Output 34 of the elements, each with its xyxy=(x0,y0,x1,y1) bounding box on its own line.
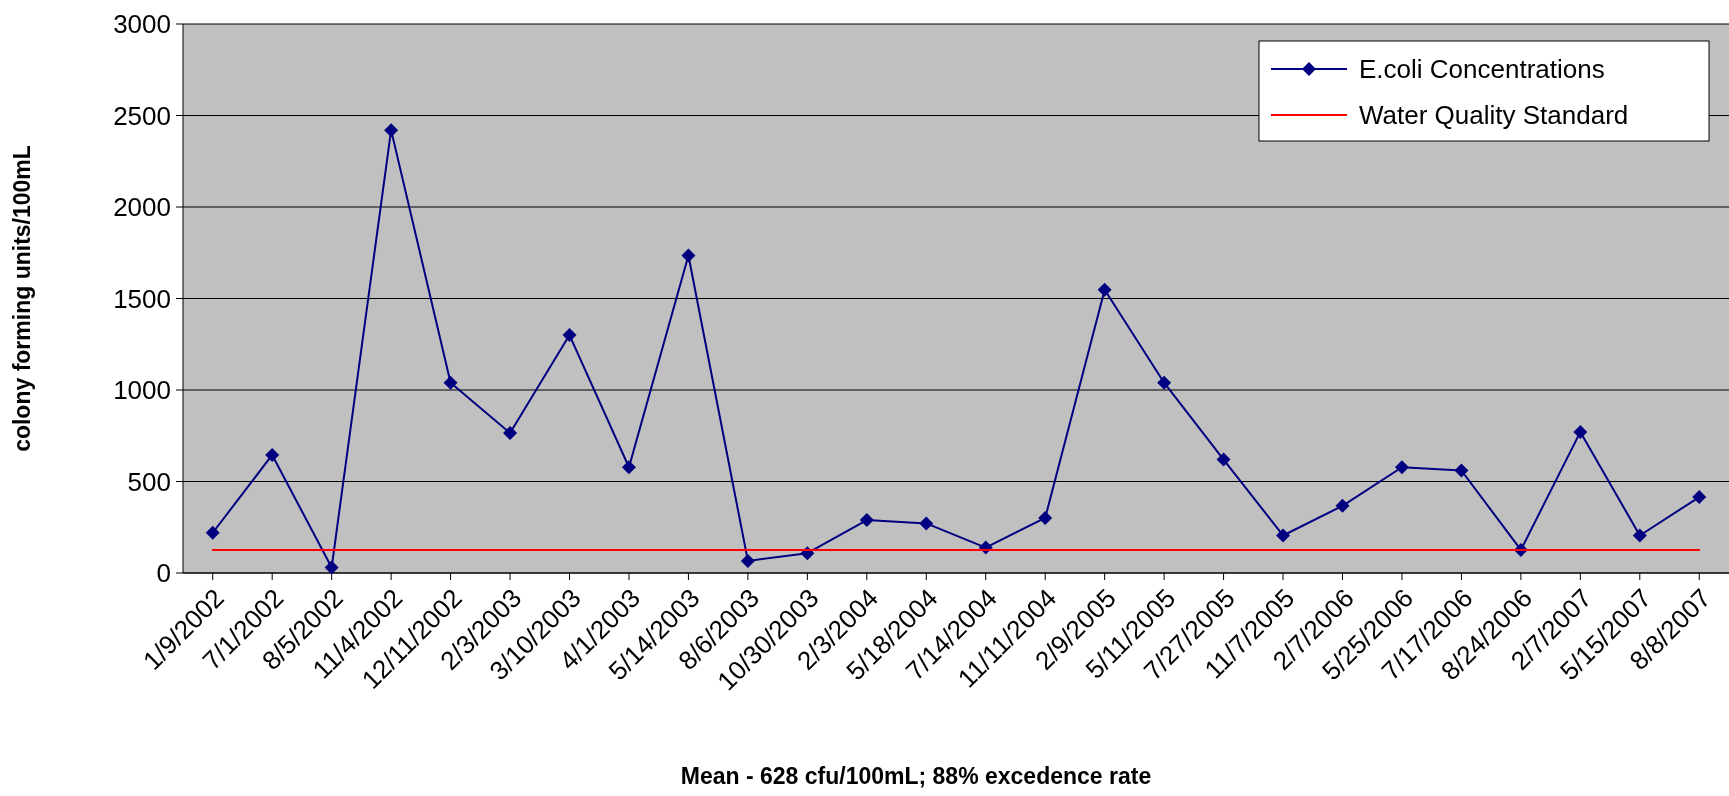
point xyxy=(324,560,339,575)
point xyxy=(265,447,280,462)
point xyxy=(1632,528,1647,543)
point xyxy=(1394,460,1409,475)
y-tick-label: 3000 xyxy=(113,9,171,40)
point xyxy=(859,513,874,528)
point xyxy=(1038,510,1053,525)
point xyxy=(205,525,220,540)
point xyxy=(1573,424,1588,439)
point xyxy=(1692,490,1707,505)
point xyxy=(1216,452,1231,467)
point xyxy=(1276,528,1291,543)
legend-label: Water Quality Standard xyxy=(1359,100,1629,131)
point xyxy=(503,426,518,441)
y-tick-label: 0 xyxy=(156,558,171,589)
point xyxy=(1335,498,1350,513)
legend-label: E.coli Concentrations xyxy=(1359,54,1605,85)
point xyxy=(1097,282,1112,297)
point xyxy=(740,553,755,568)
x-axis-title: Mean - 628 cfu/100mL; 88% excedence rate xyxy=(680,763,1152,789)
y-tick-label: 2000 xyxy=(113,192,171,223)
point xyxy=(562,328,577,343)
y-axis-title: colony forming units/100mL xyxy=(9,145,35,452)
point xyxy=(919,516,934,531)
y-tick-label: 1500 xyxy=(113,283,171,314)
point xyxy=(1157,375,1172,390)
point xyxy=(384,123,399,138)
point xyxy=(681,248,696,263)
y-tick-label: 1000 xyxy=(113,375,171,406)
point xyxy=(443,375,458,390)
point xyxy=(1454,463,1469,478)
y-tick-label: 2500 xyxy=(113,100,171,131)
y-tick-label: 500 xyxy=(127,466,171,497)
point xyxy=(621,460,636,475)
